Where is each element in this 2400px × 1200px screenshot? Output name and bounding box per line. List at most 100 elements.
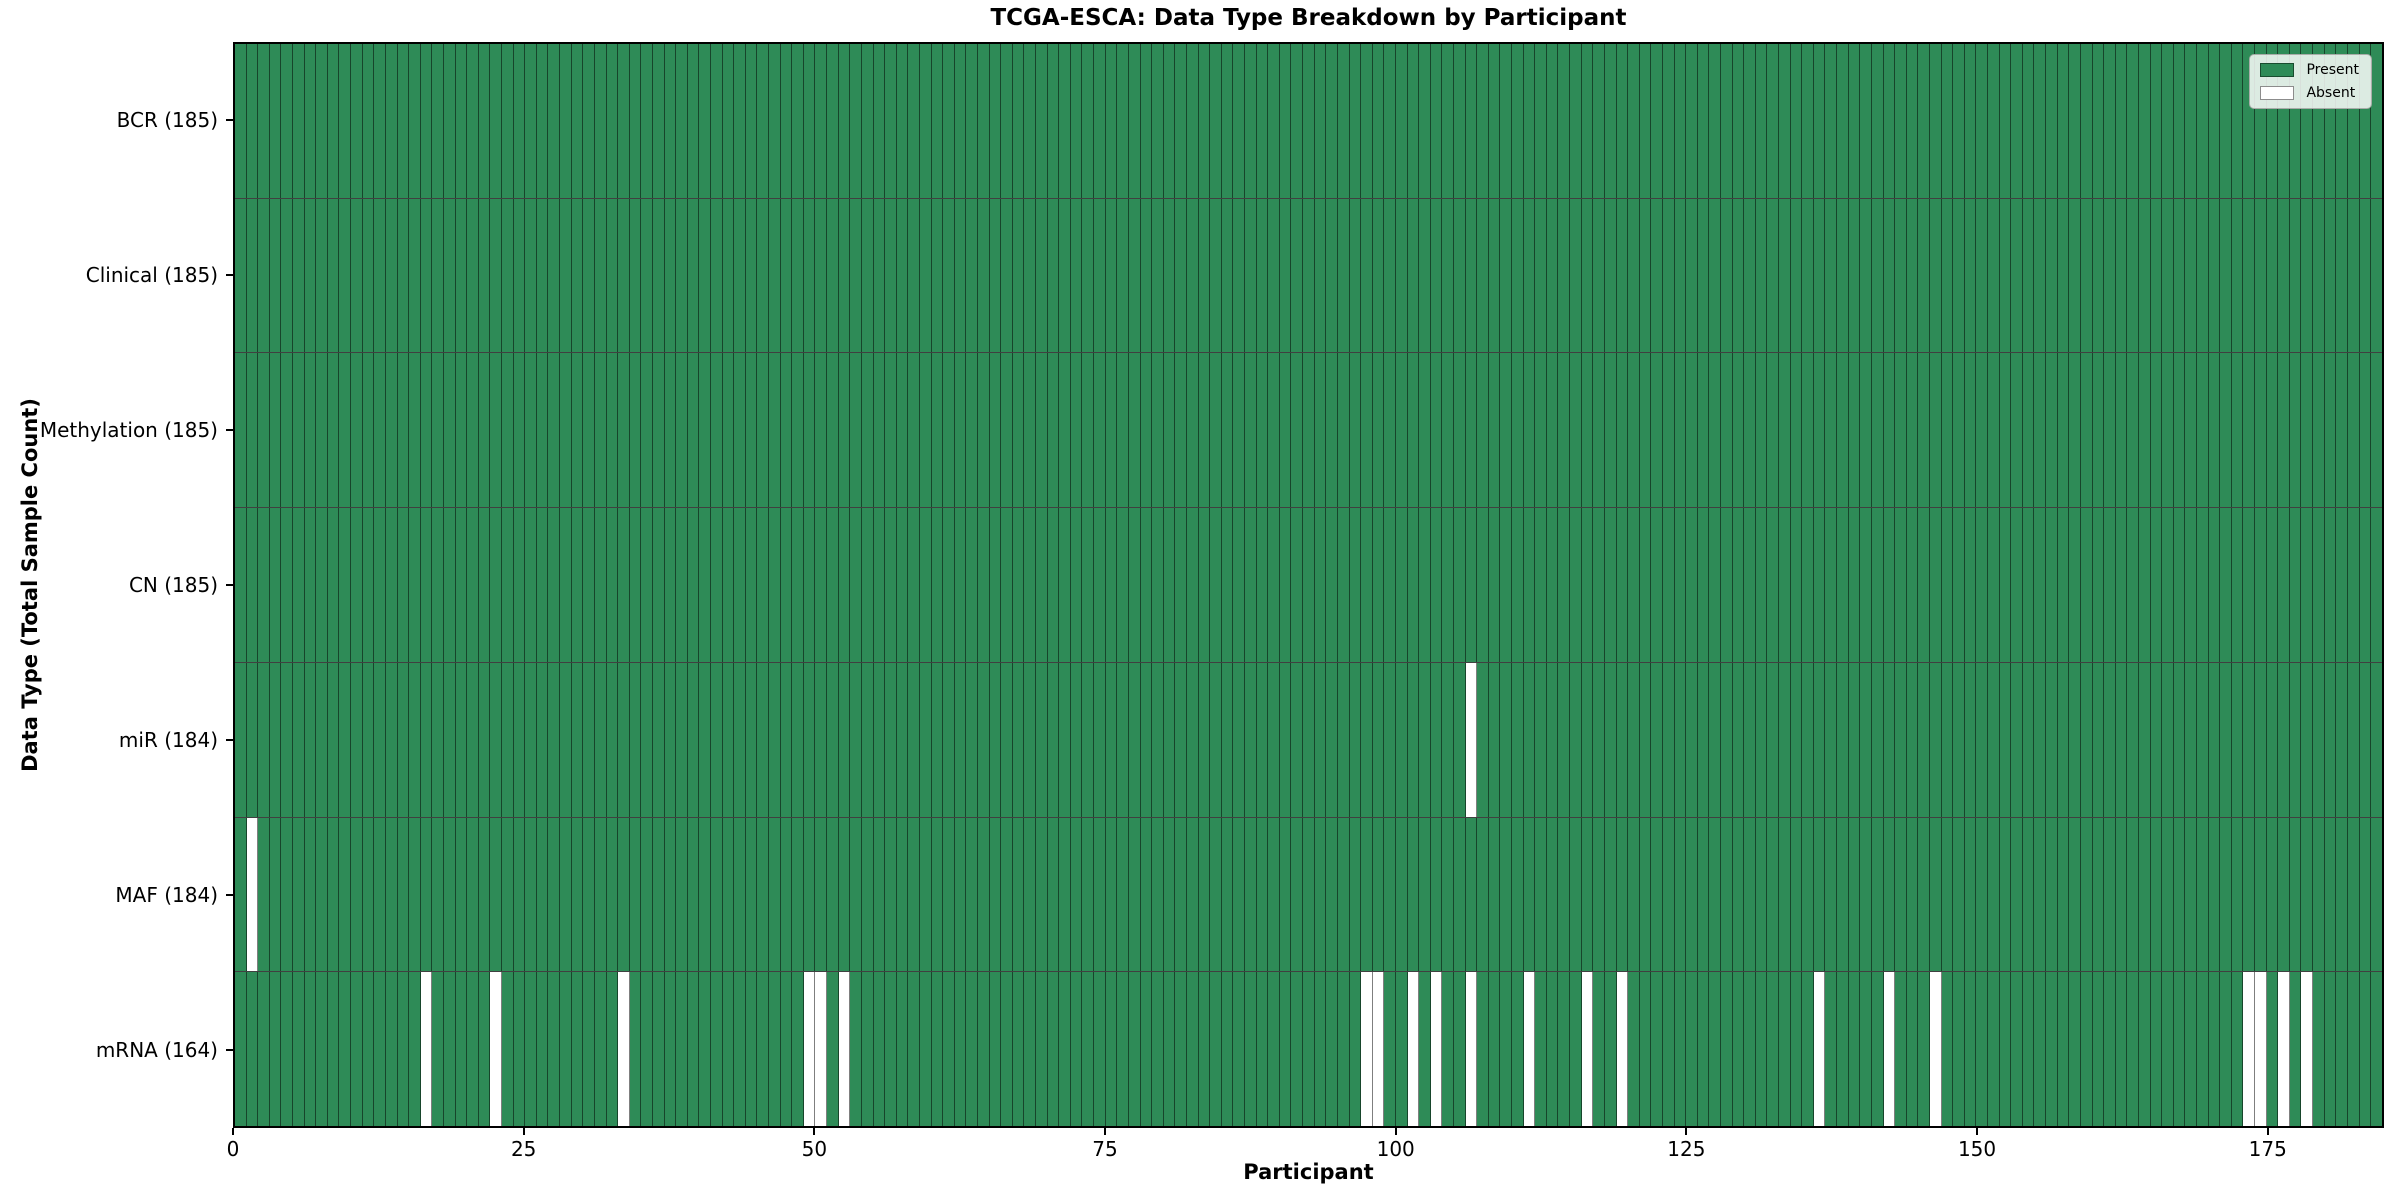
cell-BCR-38 xyxy=(676,44,688,198)
cell-BCR-18 xyxy=(443,44,456,198)
cell-Clinical-56 xyxy=(885,198,897,353)
cell-Methylation-109 xyxy=(1500,353,1513,508)
cell-Clinical-157 xyxy=(2057,198,2070,353)
cell-Clinical-51 xyxy=(827,198,839,353)
x-tick-label-0: 0 xyxy=(226,1137,240,1161)
cell-BCR-149 xyxy=(1964,44,1977,198)
cell-CN-43 xyxy=(734,508,746,662)
cell-MAF-94 xyxy=(1326,817,1338,972)
cell-CN-78 xyxy=(1140,508,1153,662)
cell-BCR-125 xyxy=(1686,44,1698,198)
cell-Methylation-166 xyxy=(2162,353,2174,508)
cell-Clinical-142 xyxy=(1883,198,1896,353)
cell-mRNA-92 xyxy=(1303,972,1315,1127)
cell-MAF-138 xyxy=(1837,817,1849,972)
cell-Methylation-91 xyxy=(1291,353,1304,508)
cell-mRNA-172 xyxy=(2231,972,2244,1127)
cell-CN-63 xyxy=(966,508,978,662)
cell-BCR-126 xyxy=(1697,44,1710,198)
x-tick-mark-150 xyxy=(1976,1128,1979,1135)
cell-CN-121 xyxy=(1639,508,1652,662)
x-tick-label-125: 125 xyxy=(1667,1137,1706,1161)
cell-mRNA-64 xyxy=(978,972,990,1127)
cell-Methylation-11 xyxy=(362,353,375,508)
cell-miR-90 xyxy=(1279,662,1292,817)
cell-BCR-42 xyxy=(722,44,735,198)
cell-MAF-102 xyxy=(1419,817,1431,972)
cell-Methylation-84 xyxy=(1210,353,1222,508)
cell-CN-179 xyxy=(2313,508,2325,662)
cell-Methylation-42 xyxy=(722,353,735,508)
cell-Clinical-175 xyxy=(2266,198,2279,353)
cell-BCR-72 xyxy=(1070,44,1083,198)
cell-mRNA-44 xyxy=(745,972,758,1127)
cell-miR-117 xyxy=(1593,662,1605,817)
cell-Methylation-136 xyxy=(1813,353,1826,508)
cell-Clinical-107 xyxy=(1477,198,1489,353)
cell-MAF-169 xyxy=(2196,817,2209,972)
cell-mRNA-67 xyxy=(1012,972,1025,1127)
cell-mRNA-38 xyxy=(676,972,688,1127)
cell-Methylation-86 xyxy=(1233,353,1246,508)
cell-miR-43 xyxy=(734,662,746,817)
cell-Clinical-35 xyxy=(641,198,653,353)
cell-mRNA-174 xyxy=(2255,972,2267,1127)
cell-CN-36 xyxy=(652,508,665,662)
cell-miR-109 xyxy=(1500,662,1513,817)
cell-Methylation-171 xyxy=(2220,353,2232,508)
cell-Clinical-154 xyxy=(2022,198,2035,353)
cell-MAF-56 xyxy=(885,817,897,972)
cell-BCR-50 xyxy=(815,44,828,198)
cell-mRNA-24 xyxy=(513,972,526,1127)
cell-mRNA-18 xyxy=(443,972,456,1127)
cell-Methylation-10 xyxy=(351,353,363,508)
cell-MAF-45 xyxy=(757,817,770,972)
cell-miR-86 xyxy=(1233,662,1246,817)
cell-Clinical-144 xyxy=(1906,198,1919,353)
cell-BCR-45 xyxy=(757,44,770,198)
cell-Clinical-125 xyxy=(1686,198,1698,353)
cell-BCR-182 xyxy=(2347,44,2360,198)
cell-Methylation-48 xyxy=(792,353,804,508)
cell-Clinical-120 xyxy=(1628,198,1640,353)
cell-CN-110 xyxy=(1512,508,1524,662)
cell-Clinical-119 xyxy=(1616,198,1629,353)
cell-mRNA-132 xyxy=(1767,972,1780,1127)
cell-miR-3 xyxy=(269,662,282,817)
cell-MAF-85 xyxy=(1221,817,1234,972)
cell-BCR-93 xyxy=(1314,44,1327,198)
cell-mRNA-163 xyxy=(2127,972,2139,1127)
cell-CN-81 xyxy=(1175,508,1187,662)
cell-miR-17 xyxy=(432,662,444,817)
cell-Methylation-98 xyxy=(1372,353,1385,508)
cell-MAF-115 xyxy=(1570,817,1582,972)
cell-BCR-165 xyxy=(2150,44,2163,198)
cell-Methylation-94 xyxy=(1326,353,1338,508)
cell-Clinical-84 xyxy=(1210,198,1222,353)
cell-BCR-120 xyxy=(1628,44,1640,198)
cell-MAF-110 xyxy=(1512,817,1524,972)
cell-BCR-180 xyxy=(2324,44,2337,198)
cell-Methylation-24 xyxy=(513,353,526,508)
cell-miR-157 xyxy=(2057,662,2070,817)
cell-miR-6 xyxy=(304,662,317,817)
cell-Methylation-154 xyxy=(2022,353,2035,508)
cell-mRNA-114 xyxy=(1558,972,1571,1127)
cell-BCR-56 xyxy=(885,44,897,198)
cell-Clinical-127 xyxy=(1709,198,1721,353)
cell-mRNA-141 xyxy=(1871,972,1884,1127)
cell-miR-145 xyxy=(1918,662,1930,817)
cell-Methylation-95 xyxy=(1337,353,1350,508)
cell-CN-16 xyxy=(420,508,433,662)
cell-Clinical-26 xyxy=(536,198,549,353)
cell-Clinical-95 xyxy=(1337,198,1350,353)
x-tick-mark-125 xyxy=(1685,1128,1688,1135)
cell-BCR-88 xyxy=(1256,44,1269,198)
cell-Methylation-101 xyxy=(1407,353,1420,508)
cell-mRNA-62 xyxy=(954,972,967,1127)
cell-miR-54 xyxy=(861,662,874,817)
cell-MAF-19 xyxy=(455,817,468,972)
cell-CN-21 xyxy=(478,508,491,662)
cell-MAF-50 xyxy=(815,817,828,972)
cell-mRNA-10 xyxy=(351,972,363,1127)
